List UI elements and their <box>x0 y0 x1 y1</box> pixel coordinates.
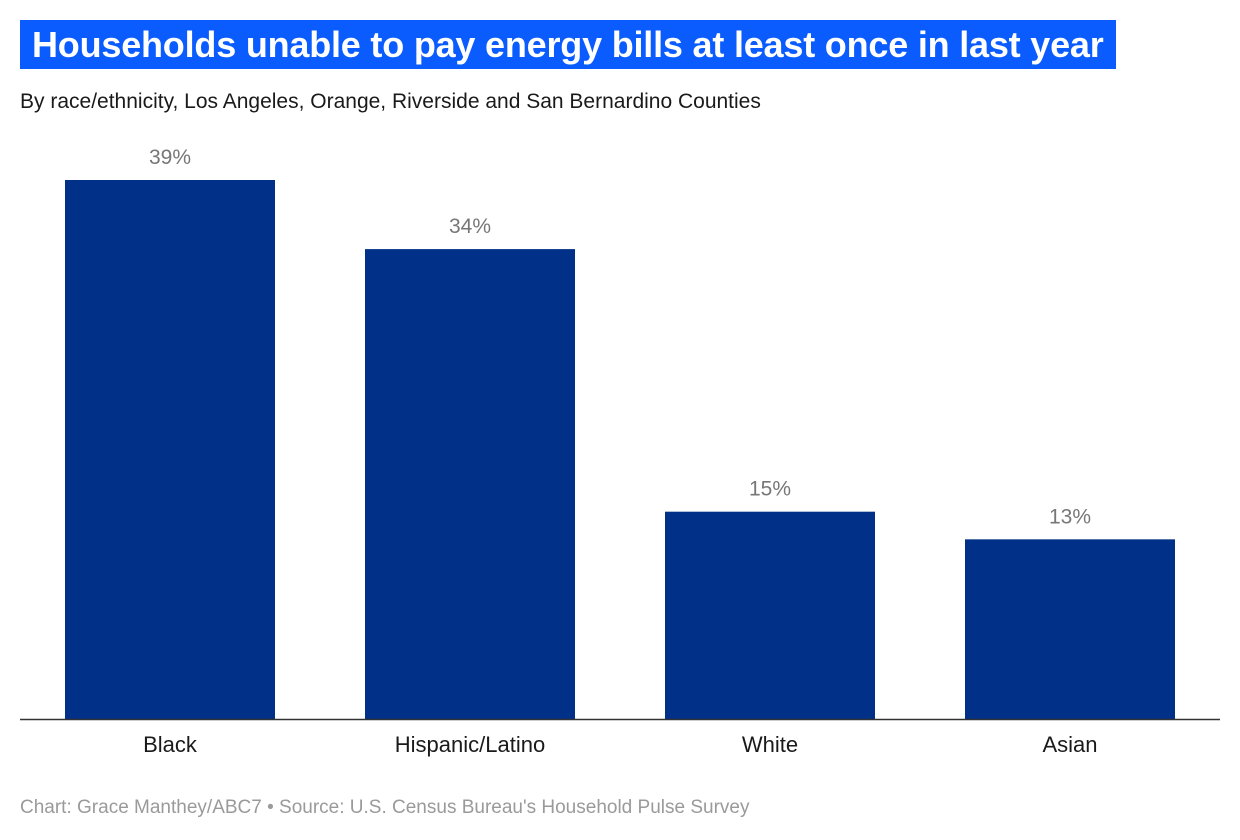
title-banner: Households unable to pay energy bills at… <box>20 20 1116 69</box>
category-labels-group: Black Hispanic/Latino White Asian <box>143 732 1097 757</box>
value-label-white: 15% <box>749 478 791 501</box>
bar-asian <box>965 539 1175 719</box>
value-labels-group: 39% 34% 15% 13% <box>149 146 1091 528</box>
bars-group <box>65 180 1175 719</box>
category-label-asian: Asian <box>1042 732 1097 757</box>
value-label-asian: 13% <box>1049 505 1091 528</box>
category-label-black: Black <box>143 732 198 757</box>
chart-subtitle: By race/ethnicity, Los Angeles, Orange, … <box>20 90 761 113</box>
category-label-hispanic-latino: Hispanic/Latino <box>395 732 545 757</box>
value-label-black: 39% <box>149 146 191 169</box>
bar-chart: 39% 34% 15% 13% Black Hispanic/Latino White As… <box>20 146 1220 757</box>
bar-white <box>665 511 875 719</box>
value-label-hispanic-latino: 34% <box>449 215 491 238</box>
chart-footer-credit: Chart: Grace Manthey/ABC7 • Source: U.S.… <box>20 797 750 818</box>
bar-hispanic-latino <box>365 249 575 719</box>
bar-black <box>65 180 275 719</box>
chart-title: Households unable to pay energy bills at… <box>32 23 1104 65</box>
category-label-white: White <box>742 732 798 757</box>
